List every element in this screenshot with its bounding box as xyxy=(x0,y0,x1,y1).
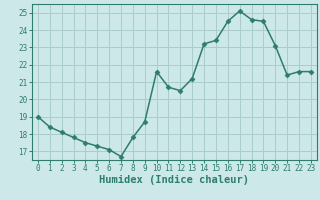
X-axis label: Humidex (Indice chaleur): Humidex (Indice chaleur) xyxy=(100,175,249,185)
